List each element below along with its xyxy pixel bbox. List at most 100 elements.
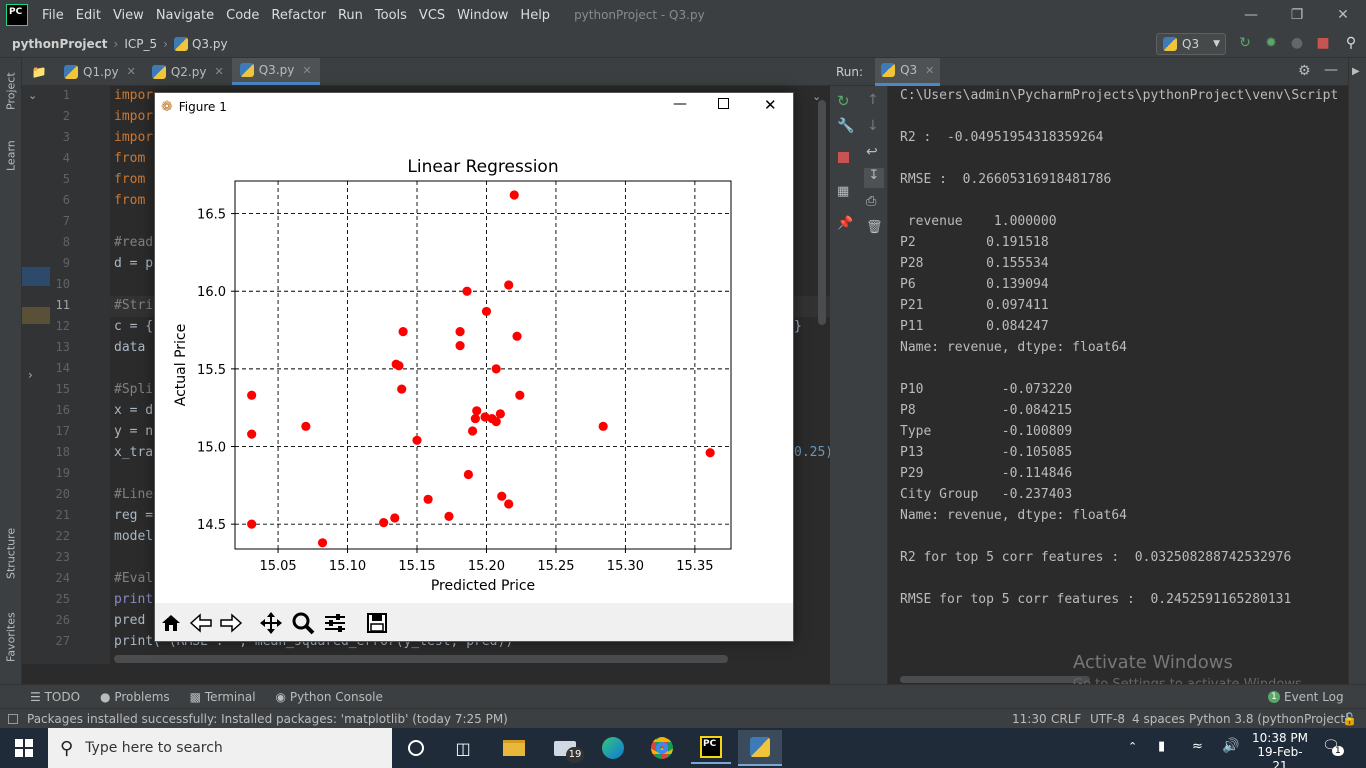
rerun-icon[interactable]: ↻ — [1239, 35, 1251, 51]
chevron-right-icon[interactable]: › — [28, 368, 33, 382]
minimize-panel-icon[interactable]: — — [1324, 62, 1338, 78]
volume-icon[interactable]: 🔊 — [1222, 738, 1240, 754]
line-separator[interactable]: CRLF — [1051, 711, 1082, 726]
chevron-right-icon[interactable]: ▶ — [1352, 66, 1360, 77]
caret-position[interactable]: 11:30 — [1012, 711, 1047, 726]
maximize-icon[interactable] — [718, 98, 729, 109]
home-icon[interactable] — [157, 609, 185, 637]
indent-setting[interactable]: 4 spaces — [1132, 711, 1185, 726]
back-arrow-icon[interactable] — [187, 609, 215, 637]
print-icon[interactable]: ⎙ — [866, 194, 877, 209]
python-interpreter[interactable]: Python 3.8 (pythonProject) — [1189, 711, 1350, 726]
problems-tab[interactable]: ● Problems — [100, 689, 170, 704]
debug-icon[interactable]: ✹ — [1265, 35, 1277, 51]
taskbar-search-box[interactable]: ⚲ Type here to search — [48, 728, 392, 768]
menu-file[interactable]: File — [42, 7, 64, 23]
folder-icon[interactable]: 📁 — [31, 64, 47, 79]
python-console-tab[interactable]: ◉ Python Console — [275, 689, 383, 704]
tab-q3[interactable]: Q3.py ✕ — [231, 58, 320, 85]
start-button[interactable] — [0, 728, 48, 768]
menu-view[interactable]: View — [112, 7, 144, 23]
scatter-point — [467, 426, 478, 436]
restore-icon[interactable]: ❐ — [1290, 7, 1304, 23]
close-window-icon[interactable]: ✕ — [1337, 7, 1349, 23]
run-console[interactable] — [888, 86, 1348, 684]
close-tab-icon[interactable]: ✕ — [925, 63, 935, 77]
breadcrumb-file[interactable]: Q3.py — [191, 36, 228, 51]
stop-icon[interactable] — [838, 152, 849, 163]
arrow-down-icon[interactable]: ↓ — [867, 118, 879, 134]
status-message[interactable]: Packages installed successfully: Install… — [27, 711, 508, 726]
panel-toggle-icon[interactable] — [8, 713, 18, 724]
wifi-icon[interactable]: ≈ — [1192, 739, 1203, 754]
run-tab-q3[interactable]: Q3 ✕ — [875, 57, 941, 86]
python-figure-taskbar-icon[interactable] — [738, 730, 782, 766]
favorites-tool-tab[interactable]: Favorites — [4, 612, 18, 662]
console-horizontal-scrollbar[interactable] — [900, 676, 1090, 683]
terminal-tab[interactable]: ▩ Terminal — [189, 689, 256, 704]
close-tab-icon[interactable]: ✕ — [214, 65, 224, 78]
chevron-up-icon[interactable]: ⌃ — [1128, 740, 1138, 753]
tab-q1[interactable]: Q1.py ✕ — [56, 58, 144, 85]
menu-run[interactable]: Run — [337, 7, 363, 23]
close-tab-icon[interactable]: ✕ — [302, 63, 312, 77]
cortana-icon[interactable] — [396, 732, 436, 764]
scatter-point — [509, 190, 519, 200]
project-tool-tab[interactable]: Project — [4, 72, 18, 110]
wrench-icon[interactable]: 🔧 — [837, 118, 855, 134]
pan-icon[interactable] — [257, 609, 285, 637]
chevron-down-icon[interactable]: ⌄ — [812, 90, 822, 103]
pin-icon[interactable]: 📌 — [837, 216, 854, 231]
chrome-browser-icon[interactable] — [642, 732, 682, 764]
lock-icon[interactable]: 🔓 — [1342, 711, 1357, 726]
edge-browser-icon[interactable] — [593, 732, 633, 764]
configure-subplots-icon[interactable] — [321, 609, 349, 637]
zoom-icon[interactable] — [289, 609, 317, 637]
menu-edit[interactable]: Edit — [75, 7, 101, 23]
menu-refactor[interactable]: Refactor — [271, 7, 326, 23]
scroll-to-end-icon[interactable]: ↧ — [864, 168, 884, 188]
search-icon[interactable]: ⚲ — [1345, 35, 1357, 51]
layout-icon[interactable]: ▦ — [837, 184, 850, 199]
menu-navigate[interactable]: Navigate — [155, 7, 215, 23]
forward-arrow-icon[interactable] — [217, 609, 245, 637]
line-number: 6 — [62, 193, 70, 207]
editor-vertical-scrollbar[interactable] — [818, 100, 826, 325]
breadcrumb-folder[interactable]: ICP_5 — [124, 36, 158, 51]
structure-tool-tab[interactable]: Structure — [4, 527, 18, 579]
notifications-icon[interactable]: 🗨 1 — [1322, 738, 1344, 756]
menu-help[interactable]: Help — [520, 7, 551, 23]
minimize-icon[interactable]: — — [1244, 7, 1258, 23]
soft-wrap-icon[interactable]: ↩ — [866, 144, 878, 160]
learn-tool-tab[interactable]: Learn — [4, 140, 18, 172]
menu-vcs[interactable]: VCS — [418, 7, 446, 23]
arrow-up-icon[interactable]: ↑ — [867, 92, 879, 108]
close-tab-icon[interactable]: ✕ — [126, 65, 136, 78]
run-configuration-select[interactable]: Q3 ▼ — [1156, 33, 1226, 55]
chevron-down-icon[interactable]: ⌄ — [28, 89, 38, 102]
mail-icon[interactable]: 19 — [545, 732, 585, 764]
rerun-icon[interactable]: ↻ — [837, 92, 850, 110]
pycharm-taskbar-icon[interactable]: PC — [691, 732, 731, 764]
clock[interactable]: 10:38 PM 19-Feb-21 — [1252, 731, 1308, 768]
editor-horizontal-scrollbar[interactable] — [114, 655, 728, 663]
tab-q2[interactable]: Q2.py ✕ — [144, 58, 232, 85]
event-log-tab[interactable]: 1 Event Log — [1268, 690, 1344, 704]
menu-code[interactable]: Code — [226, 7, 260, 23]
gear-icon[interactable]: ⚙ — [1298, 63, 1311, 79]
todo-tab[interactable]: ☰ TODO — [30, 689, 81, 704]
stop-icon[interactable]: ■ — [1316, 35, 1330, 51]
breadcrumb-project[interactable]: pythonProject — [12, 36, 108, 51]
scatter-point — [444, 511, 454, 521]
file-encoding[interactable]: UTF-8 — [1090, 711, 1125, 726]
coverage-icon[interactable]: ● — [1290, 35, 1304, 51]
menu-window[interactable]: Window — [457, 7, 509, 23]
battery-icon[interactable]: ▮ — [1158, 739, 1166, 754]
menu-tools[interactable]: Tools — [374, 7, 407, 23]
task-view-icon[interactable]: ◫ — [455, 738, 471, 758]
minimize-icon[interactable]: — — [673, 96, 687, 112]
trash-icon[interactable]: 🗑 — [866, 220, 883, 235]
file-explorer-icon[interactable] — [494, 732, 534, 764]
save-icon[interactable] — [363, 609, 391, 637]
close-window-icon[interactable]: ✕ — [764, 96, 777, 114]
